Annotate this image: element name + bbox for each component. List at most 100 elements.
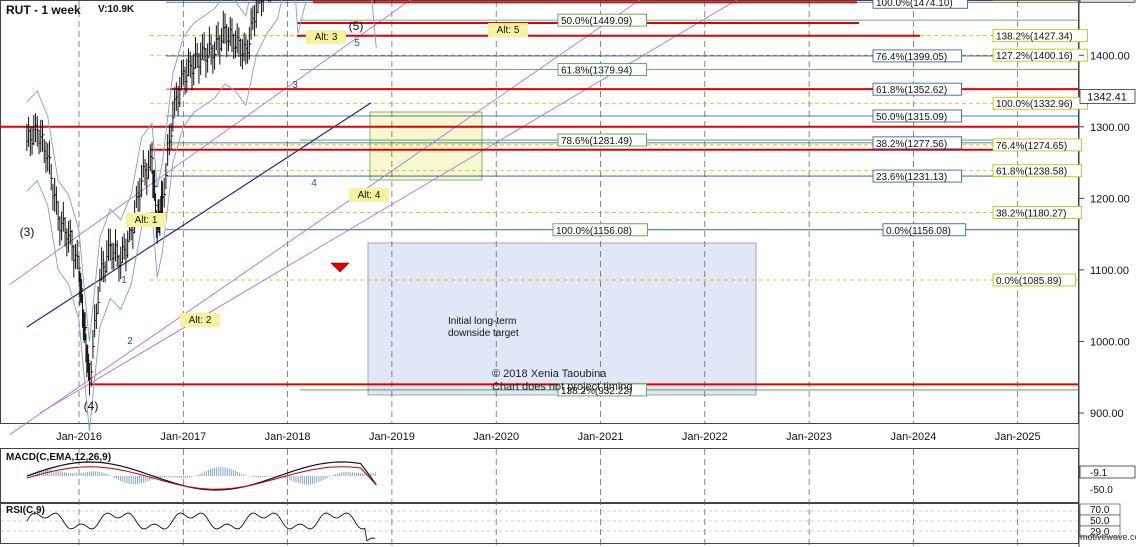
- rsi-label: RSI(C,9): [6, 505, 45, 516]
- macd-tick: -50.0: [1090, 485, 1113, 496]
- fib-label-box: [557, 13, 647, 27]
- channel-upper: [9, 0, 411, 285]
- fib-label: 78.6%(1281.49): [561, 136, 632, 147]
- grid-layer: Jan-2016 Jan-2017 Jan-2018 Jan-2019 Jan-2020…: [56, 1, 1041, 546]
- wave-label: Alt: 4: [358, 190, 381, 201]
- fib-label: 50.0%(1315.09): [876, 112, 947, 123]
- fib-label: 0.0%(1156.08): [886, 226, 951, 237]
- rsi-line: [26, 512, 376, 542]
- wave-label: (4): [84, 399, 99, 413]
- fib-label: 76.4%(1399.05): [876, 52, 947, 63]
- macd-layer: -9.1 -50.0: [26, 461, 1136, 496]
- wave-label: Alt: 5: [497, 25, 520, 36]
- fib-label-box: [552, 223, 648, 237]
- x-tick-label: Jan-2024: [890, 431, 936, 443]
- fib-label-layer: 300.0%(1827.10)200.0%(1792.12)0.0%(1742.…: [552, 0, 1088, 397]
- fib-label: 61.8%(1379.94): [561, 66, 632, 77]
- rsi-tick: 50.0: [1090, 516, 1110, 527]
- volume-label: V:10.9K: [98, 4, 135, 15]
- wave-label: (5): [349, 19, 364, 33]
- rsi-panel: [0, 503, 1079, 544]
- wave-label: Alt: 1: [135, 215, 158, 226]
- rsi-tick: 70.0: [1090, 505, 1110, 516]
- wave-label: 3: [292, 80, 298, 91]
- x-tick-label: Jan-2019: [369, 431, 415, 443]
- price-badge: 1342.41: [1087, 91, 1127, 103]
- alt-label-box: [180, 313, 220, 327]
- x-tick-label: Jan-2023: [786, 431, 832, 443]
- red-levels-layer: [0, 1, 1078, 386]
- wave-label: 1: [121, 275, 127, 286]
- y-tick-label: 1400.00: [1090, 50, 1130, 62]
- fib-label: 0.0%(1085.89): [996, 276, 1062, 287]
- y-tick-label: 1100.00: [1090, 265, 1129, 277]
- upper-band: [26, 0, 250, 342]
- fib-label: 61.8%(1352.62): [876, 85, 947, 96]
- x-tick-label: Jan-2016: [56, 431, 102, 443]
- rsi-tick-box: [1079, 525, 1121, 538]
- fib-label-box: [992, 138, 1082, 152]
- fib-label-box: [557, 383, 647, 397]
- timing-note: Chart does not project timing: [492, 381, 633, 393]
- rsi-layer: 70.050.029.0: [1, 503, 1121, 542]
- macd-line: [26, 461, 377, 491]
- symbol-title: RUT - 1 week: [6, 3, 81, 17]
- x-tick-label: Jan-2020: [473, 431, 519, 443]
- rsi-tick: 29.0: [1090, 527, 1110, 538]
- y-tick-label: 1200.00: [1090, 193, 1130, 205]
- price-badge-box: [1079, 89, 1136, 104]
- fib-label: 161.8%(1485.65): [996, 0, 1073, 1]
- macd-signal-line: [26, 466, 377, 490]
- wave-label: 5: [354, 38, 360, 49]
- fib-label: 138.2%(1427.34): [996, 32, 1073, 43]
- fib-label: 138.2%(932.22): [561, 386, 632, 397]
- alt-label-box: [126, 213, 166, 227]
- fib-label: 38.2%(1277.56): [876, 139, 947, 150]
- fib-label-box: [992, 206, 1082, 219]
- fib-label: 100.0%(1156.08): [556, 226, 632, 237]
- sell-triangle-icon: [330, 262, 350, 273]
- fib-label: 50.0%(1449.09): [561, 16, 632, 27]
- fib-label: 100.0%(1474.10): [876, 0, 953, 9]
- fib-label-box: [872, 49, 962, 63]
- fib-label-box: [557, 133, 647, 147]
- alt-label-box: [488, 23, 528, 37]
- wave-label: Alt: 3: [315, 32, 338, 43]
- macd-badge-box: [1079, 465, 1136, 479]
- wave-label: 4: [311, 178, 317, 189]
- fib-label-box: [872, 169, 962, 183]
- target-box-yellow: [369, 111, 483, 181]
- x-tick-label: Jan-2022: [682, 431, 728, 443]
- copyright-text: © 2018 Xenia Taoubina: [492, 368, 607, 380]
- lower-band: [26, 0, 377, 431]
- fib-label: 100.0%(1332.96): [996, 99, 1073, 110]
- fib-label-box: [557, 63, 647, 77]
- fib-label-box: [992, 164, 1082, 178]
- fib-label: 23.6%(1231.13): [876, 172, 947, 183]
- wave-label: 2: [127, 336, 133, 347]
- axis-layer: 900.00 1000.00 1100.00 1200.00 1300.00 1400.0…: [1079, 0, 1136, 420]
- y-tick-label: 1300.00: [1090, 122, 1130, 134]
- price-layer: [26, 0, 377, 431]
- channel-mid: [9, 0, 641, 435]
- target-label-line2: downside target: [448, 328, 519, 339]
- fib-label-box: [872, 109, 962, 123]
- x-tick-label: Jan-2017: [160, 431, 206, 443]
- fib-label-box: [882, 223, 967, 237]
- alt-label-box: [306, 30, 346, 44]
- macd-panel: [0, 448, 1079, 503]
- channel-lower: [39, 0, 738, 414]
- x-tick-label: Jan-2021: [578, 431, 624, 443]
- fib-label: 38.2%(1180.27): [996, 208, 1066, 219]
- fib-label-box: [992, 273, 1077, 287]
- alt-label-box: [349, 188, 389, 202]
- x-tick-label: Jan-2025: [995, 431, 1041, 443]
- macd-last-value: -9.1: [1090, 468, 1108, 479]
- fib-label-box: [872, 82, 962, 96]
- y-tick-label: 900.00: [1090, 408, 1124, 420]
- fib-label-box: [872, 0, 968, 9]
- macd-label: MACD(C,EMA,12,26,9): [6, 452, 111, 463]
- y-tick-label: 1000.00: [1090, 336, 1130, 348]
- fib-label-box: [992, 48, 1088, 62]
